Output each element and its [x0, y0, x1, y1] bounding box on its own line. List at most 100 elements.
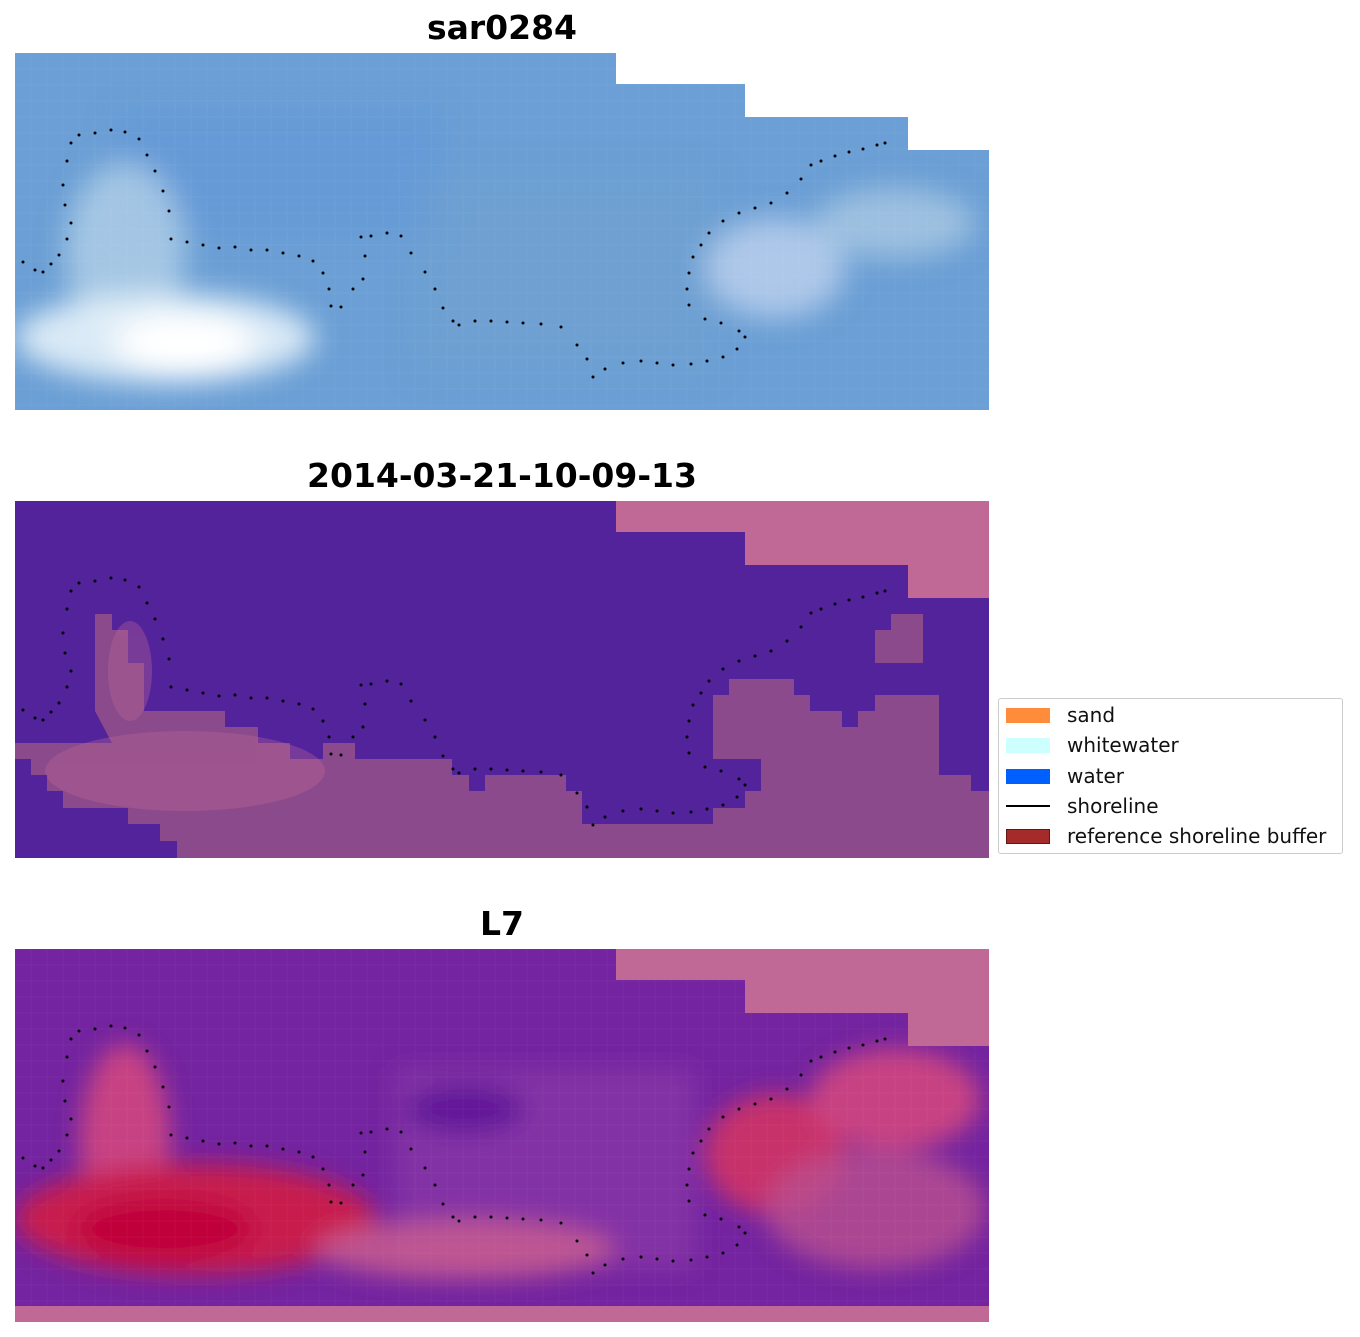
shoreline-dot: [769, 1097, 773, 1101]
shoreline-dot: [77, 581, 81, 585]
shoreline-dot: [167, 657, 171, 661]
shoreline-dot: [369, 1130, 373, 1134]
shoreline-dot: [687, 303, 691, 307]
shoreline-dot: [785, 1087, 789, 1091]
shoreline-dot: [691, 1151, 695, 1155]
rgb-nodata-corner: [616, 53, 989, 150]
shoreline-dot: [737, 1107, 741, 1111]
shoreline-dot: [161, 1085, 165, 1089]
shoreline-dot: [457, 771, 461, 775]
legend-item-water: water: [1006, 765, 1336, 787]
shoreline-dot: [539, 1218, 543, 1222]
shoreline-dot: [489, 767, 493, 771]
shoreline-dot: [69, 141, 73, 145]
shoreline-dot: [671, 363, 675, 367]
shoreline-dot: [77, 133, 81, 137]
shoreline-dot: [875, 1039, 879, 1043]
shoreline-dot: [33, 268, 37, 272]
shoreline-dot: [883, 1037, 887, 1041]
shoreline-dot: [265, 696, 269, 700]
shoreline-dot: [737, 329, 741, 333]
shoreline-dot: [327, 1183, 331, 1187]
water-swatch-icon: [1006, 769, 1050, 784]
shoreline-dot: [265, 1144, 269, 1148]
shoreline-dot: [689, 1258, 693, 1262]
shoreline-dot: [603, 367, 607, 371]
shoreline-dot: [699, 243, 703, 247]
shoreline-dot: [655, 361, 659, 365]
shoreline-dot: [123, 578, 127, 582]
shoreline-dot: [489, 1215, 493, 1219]
shoreline-dot: [361, 277, 365, 281]
shoreline-dot: [847, 150, 851, 154]
shoreline-dot: [385, 231, 389, 235]
shoreline-dot: [687, 1167, 691, 1171]
whitewater-swatch-icon: [1006, 738, 1050, 753]
shoreline-dot: [423, 1166, 427, 1170]
shoreline-dot: [41, 1166, 45, 1170]
shoreline-dot: [311, 1155, 315, 1159]
shoreline-dot: [351, 1183, 355, 1187]
shoreline-dot: [621, 809, 625, 813]
shoreline-dot: [233, 245, 237, 249]
shoreline-dot: [423, 270, 427, 274]
shoreline-dot: [639, 807, 643, 811]
shoreline-dot: [93, 131, 97, 135]
shoreline-dot: [505, 768, 509, 772]
shoreline-dot: [719, 1217, 723, 1221]
legend-label-sand: sand: [1067, 703, 1116, 727]
shoreline-dot: [785, 191, 789, 195]
shoreline-dot: [21, 1156, 25, 1160]
shoreline-dot: [233, 693, 237, 697]
shoreline-dot: [769, 649, 773, 653]
shoreline-dot: [705, 1255, 709, 1259]
shoreline-dot: [249, 248, 253, 252]
shoreline-dot: [385, 1127, 389, 1131]
shoreline-dot: [433, 735, 437, 739]
shoreline-dot: [575, 343, 579, 347]
shoreline-dot: [399, 1130, 403, 1134]
shoreline-dot: [655, 809, 659, 813]
shoreline-dot: [369, 234, 373, 238]
classified-land-shading: [45, 621, 325, 811]
shoreline-dot: [743, 1231, 747, 1235]
shoreline-dot: [457, 323, 461, 327]
shoreline-dot: [699, 1139, 703, 1143]
shoreline-dot: [265, 248, 269, 252]
shoreline-dot: [735, 347, 739, 351]
shoreline-dot: [109, 128, 113, 132]
legend: sand whitewater water shoreline referenc…: [998, 698, 1343, 854]
shoreline-dot: [671, 811, 675, 815]
shoreline-dot: [451, 767, 455, 771]
shoreline-dot: [361, 725, 365, 729]
shoreline-dot: [489, 319, 493, 323]
shoreline-dot: [743, 783, 747, 787]
shoreline-dot: [57, 1149, 61, 1153]
legend-label-whitewater: whitewater: [1067, 733, 1179, 757]
shoreline-dot: [621, 361, 625, 365]
shoreline-dot: [875, 591, 879, 595]
shoreline-dot: [21, 708, 25, 712]
shoreline-dot: [249, 696, 253, 700]
shoreline-dot: [65, 237, 69, 241]
shoreline-dot: [409, 251, 413, 255]
shoreline-dot: [233, 1141, 237, 1145]
shoreline-dot: [329, 1200, 333, 1204]
rgb-satellite-image: [15, 53, 989, 410]
shoreline-dot: [281, 251, 285, 255]
shoreline-dot: [297, 702, 301, 706]
legend-label-water: water: [1067, 764, 1124, 788]
shoreline-dot: [603, 1263, 607, 1267]
classified-nodata-corner: [616, 501, 989, 598]
shoreline-dot: [65, 1133, 69, 1137]
shoreline-dot: [63, 651, 67, 655]
shoreline-dot: [707, 231, 711, 235]
shoreline-dot: [451, 319, 455, 323]
shoreline-dot: [21, 260, 25, 264]
shoreline-dot: [833, 154, 837, 158]
shoreline-dot: [457, 1219, 461, 1223]
shoreline-dot: [819, 607, 823, 611]
shoreline-dot: [185, 688, 189, 692]
panel-title-rgb: sar0284: [426, 8, 578, 47]
shoreline-dot: [399, 682, 403, 686]
